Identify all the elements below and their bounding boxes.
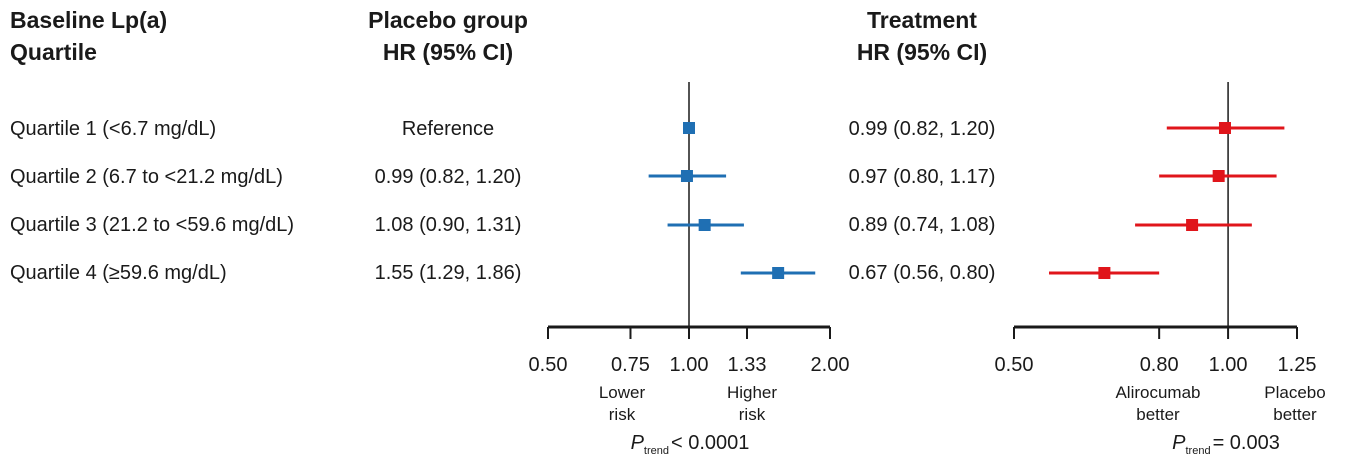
placebo-direction-right: risk (739, 405, 766, 424)
row-label-q1: Quartile 1 (<6.7 mg/dL) (10, 118, 217, 140)
treatment-hr-q1: 0.99 (0.82, 1.20) (848, 118, 996, 140)
treatment-hr-q2: 0.97 (0.80, 1.17) (848, 166, 996, 188)
treatment-p-symbol: P (1172, 432, 1186, 454)
placebo-hr-q3: 1.08 (0.90, 1.31) (374, 214, 522, 236)
treatment-p-sub: trend (1185, 445, 1211, 457)
treatment-point-q4 (1098, 267, 1111, 279)
row-label-q3: Quartile 3 (21.2 to <59.6 mg/dL) (10, 214, 295, 236)
baseline-header-line1: Baseline Lp(a) (10, 7, 168, 33)
placebo-direction-right: Higher (727, 383, 777, 402)
treatment-header-line1: Treatment (867, 7, 977, 33)
treatment-direction-right: Placebo (1264, 383, 1325, 402)
row-label-q2: Quartile 2 (6.7 to <21.2 mg/dL) (10, 166, 283, 188)
placebo-point-q4 (772, 267, 785, 279)
treatment-p-value: = 0.003 (1212, 432, 1280, 454)
placebo-direction-left: risk (609, 405, 636, 424)
placebo-point-q3 (698, 219, 711, 231)
placebo-p-symbol: P (630, 432, 644, 454)
treatment-p-trend: Ptrend = 0.003 (1172, 432, 1280, 457)
treatment-direction-left: better (1136, 405, 1180, 424)
treatment-hr-q3: 0.89 (0.74, 1.08) (848, 214, 996, 236)
treatment-hr-q4: 0.67 (0.56, 0.80) (848, 262, 996, 284)
placebo-direction-left: Lower (599, 383, 646, 402)
treatment-direction-left: Alirocumab (1115, 383, 1200, 402)
treatment-tick-label: 1.00 (1209, 354, 1248, 376)
placebo-header-line1: Placebo group (368, 7, 528, 33)
placebo-point-q2 (680, 170, 693, 182)
placebo-tick-label: 0.75 (611, 354, 650, 376)
placebo-p-sub: trend (643, 445, 669, 457)
placebo-hr-q1: Reference (401, 118, 495, 140)
treatment-direction-right: better (1273, 405, 1317, 424)
treatment-point-q3 (1186, 219, 1199, 231)
placebo-hr-q2: 0.99 (0.82, 1.20) (374, 166, 522, 188)
placebo-tick-label: 2.00 (811, 354, 850, 376)
treatment-header-line2: HR (95% CI) (856, 39, 988, 65)
placebo-tick-label: 1.33 (728, 354, 767, 376)
treatment-header: Treatment HR (95% CI) (857, 4, 987, 68)
treatment-point-q1 (1218, 122, 1231, 134)
placebo-point-q1 (683, 122, 695, 134)
row-label-q4: Quartile 4 (≥59.6 mg/dL) (10, 262, 227, 284)
treatment-tick-label: 0.80 (1140, 354, 1179, 376)
placebo-p-trend: Ptrend < 0.0001 (631, 432, 750, 457)
treatment-point-q2 (1212, 170, 1225, 182)
baseline-header-line2: Quartile (10, 39, 97, 65)
placebo-tick-label: 1.00 (670, 354, 709, 376)
placebo-hr-q4: 1.55 (1.29, 1.86) (374, 262, 522, 284)
placebo-p-value: < 0.0001 (671, 432, 750, 454)
placebo-header-line2: HR (95% CI) (382, 39, 514, 65)
placebo-header: Placebo group HR (95% CI) (368, 4, 528, 68)
placebo-tick-label: 0.50 (529, 354, 568, 376)
treatment-tick-label: 0.50 (995, 354, 1034, 376)
treatment-tick-label: 1.25 (1278, 354, 1317, 376)
baseline-header: Baseline Lp(a) Quartile (10, 4, 167, 68)
